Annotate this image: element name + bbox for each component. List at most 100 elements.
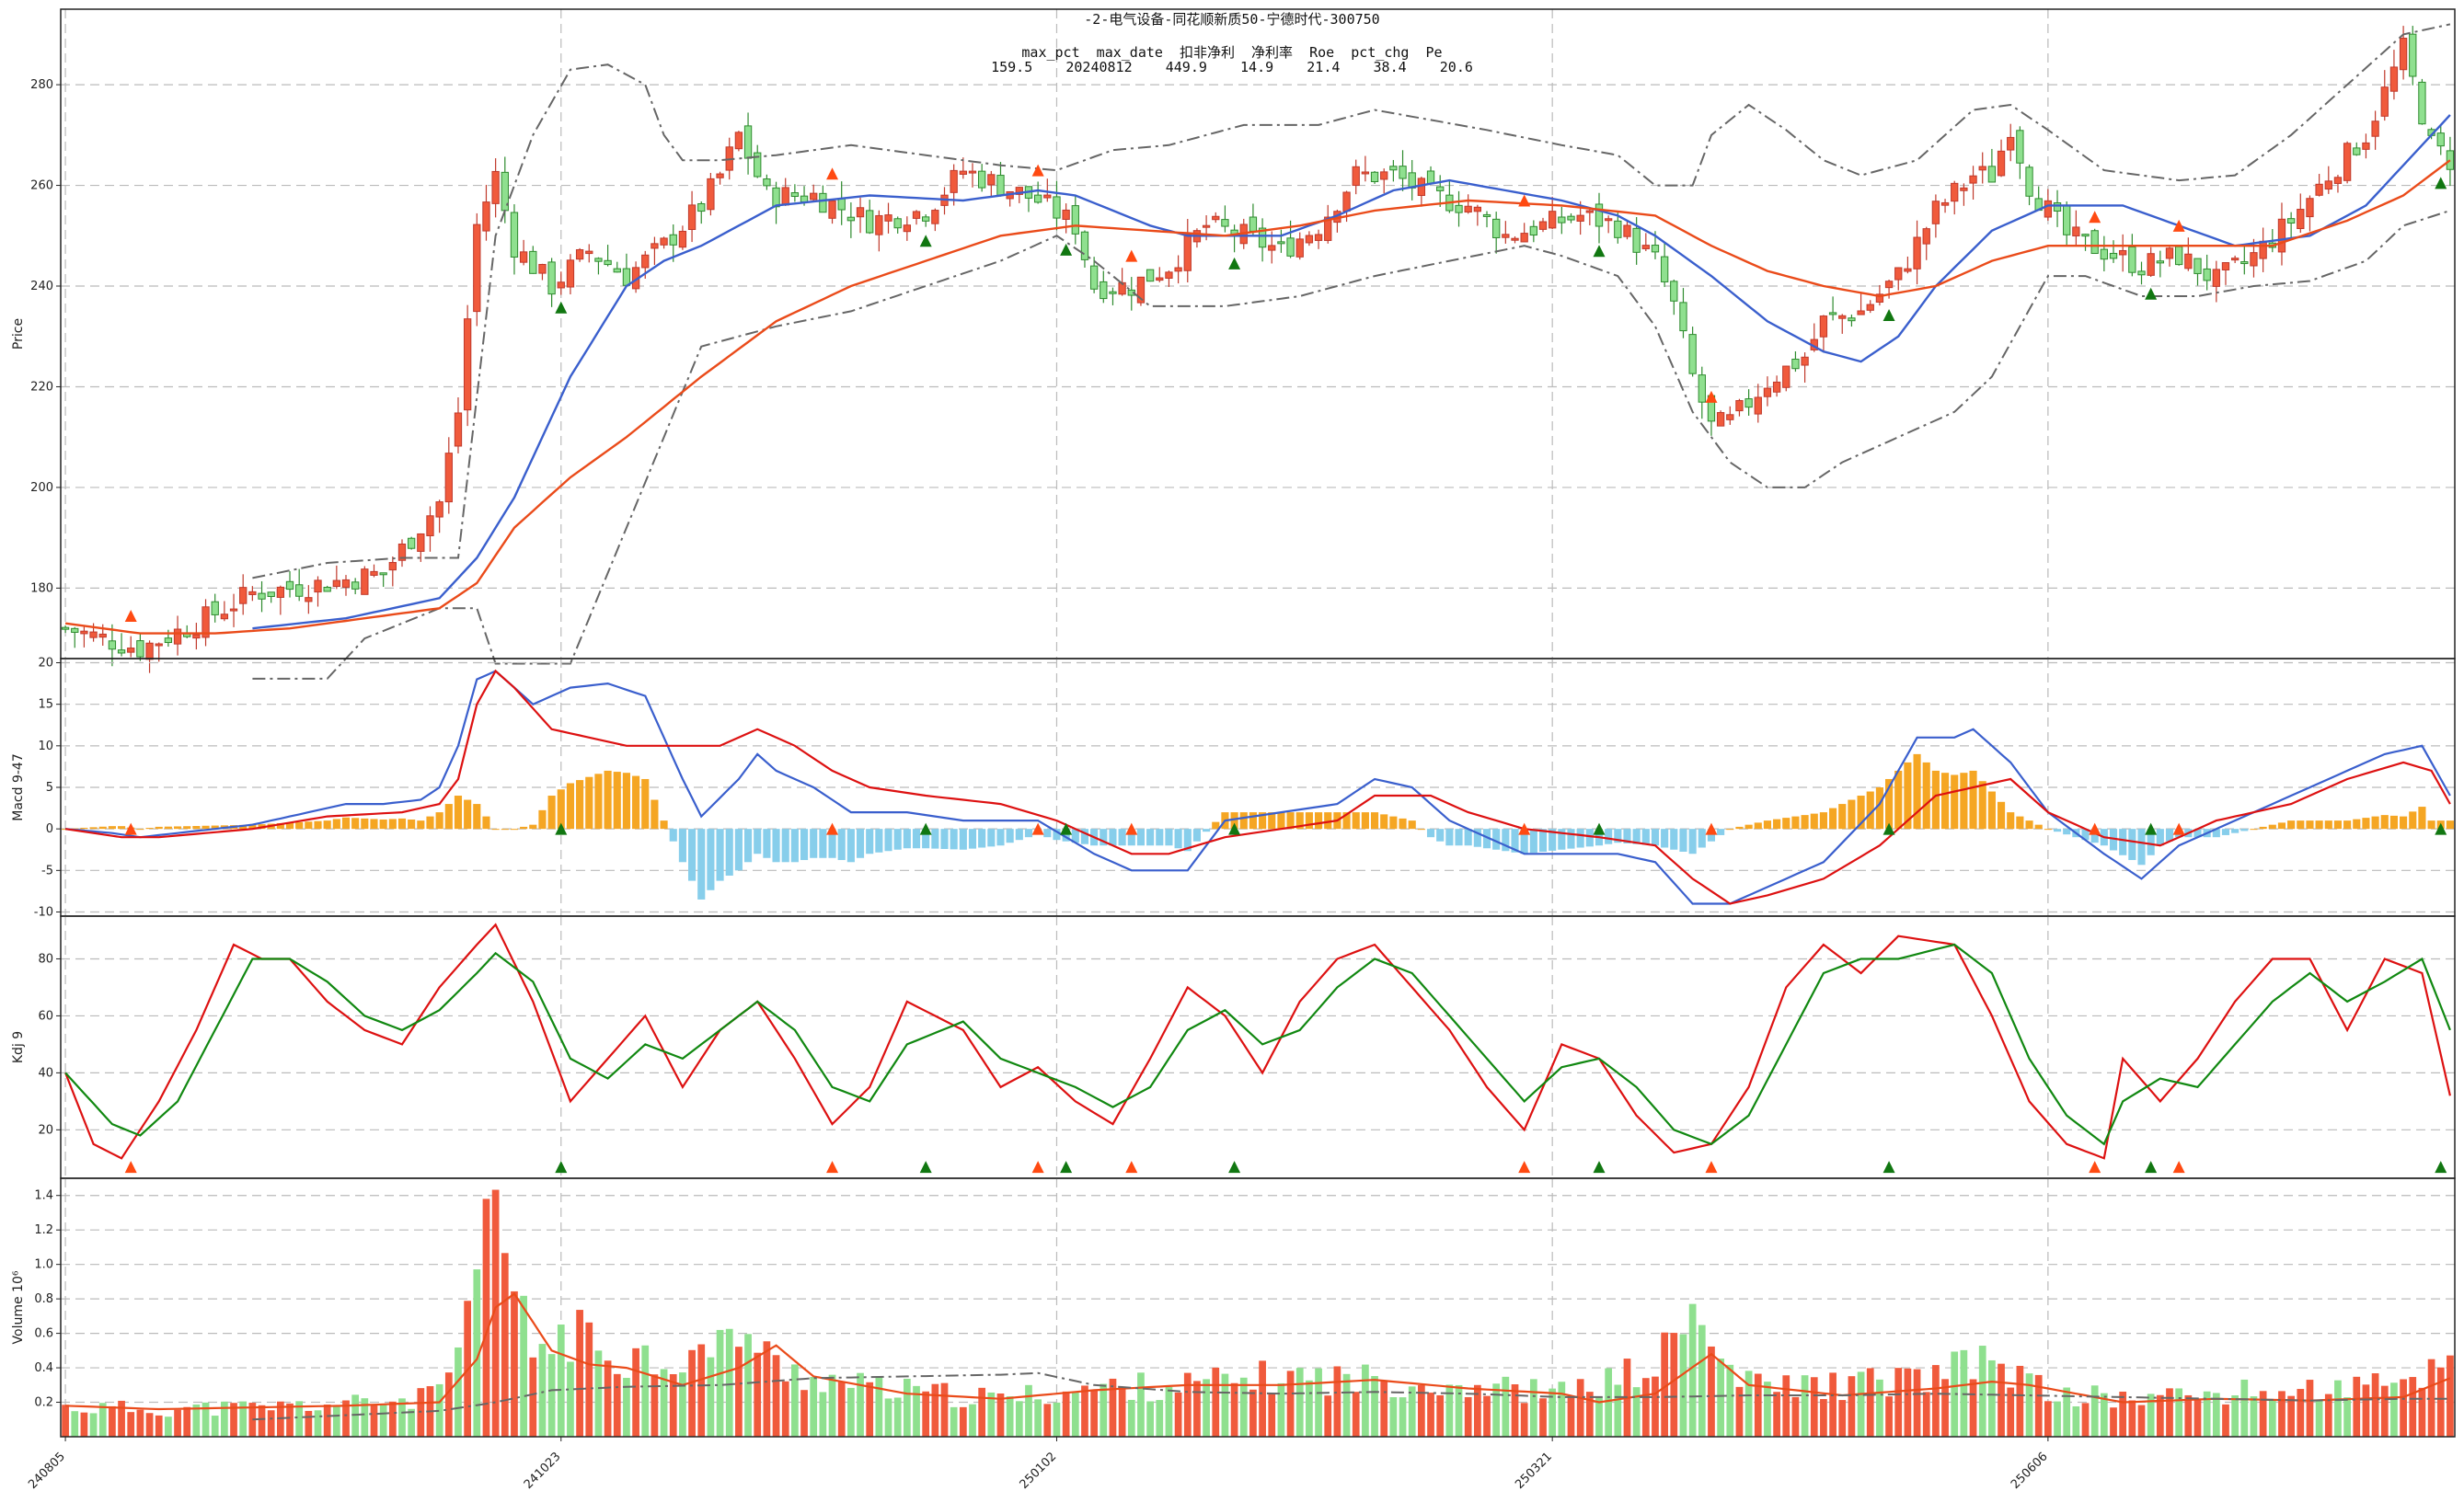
volume-bar [2447,1355,2454,1437]
volume-bar [791,1364,799,1437]
macd-hist-bar [1492,829,1501,850]
volume-bar [2240,1379,2249,1437]
price-tick-label: 220 [30,380,53,394]
volume-bar [305,1410,313,1437]
macd-hist-bar [211,825,219,830]
macd-hist-bar [632,775,640,830]
candle-body [538,263,547,274]
candle-body [370,570,378,576]
macd-hist-bar [1567,829,1575,849]
volume-bar [1866,1368,1874,1437]
kdj-buy-marker [1518,1161,1531,1174]
macd-hist-bar [931,829,939,849]
volume-bar [1418,1384,1425,1437]
volume-bar [155,1415,163,1437]
volume-bar [857,1372,864,1437]
volume-bar [1978,1346,1986,1437]
macd-hist-bar [1549,829,1557,851]
macd-hist-bar [613,772,621,830]
candle-body [1314,234,1323,241]
candle-body [1473,206,1482,212]
volume-bar [2203,1391,2211,1437]
volume-bar [1100,1383,1108,1437]
volume-bar [2034,1374,2043,1437]
volume-bar [1932,1365,1940,1437]
volume-bar [1848,1376,1856,1437]
volume-bar [1801,1375,1809,1437]
candle-body [754,152,762,178]
volume-bar [1277,1382,1285,1437]
volume-bar [408,1408,416,1437]
candle-body [1679,302,1687,332]
macd-hist-bar [1641,829,1650,845]
volume-bar [2353,1376,2361,1437]
kdj-tick-label: 40 [38,1066,53,1080]
volume-bar [1998,1363,2005,1437]
macd-buy-marker [2089,822,2101,835]
candle-body [2221,262,2230,271]
volume-bar [1913,1369,1921,1437]
candle-body [397,543,407,561]
candle-body [1632,227,1641,253]
candle-body [1109,291,1117,294]
volume-bar [1053,1402,1061,1437]
macd-hist-bar [1931,770,1940,830]
macd-hist-bar [155,826,163,830]
candle-body [1567,215,1575,221]
macd-hist-bar [678,829,686,863]
volume-bar [2400,1379,2407,1437]
macd-hist-bar [763,829,771,858]
candle-body [968,170,977,174]
candle-body [585,250,593,255]
candle-body [594,258,603,262]
kdj-tick-label: 60 [38,1009,53,1023]
candle-body [2362,142,2370,150]
candle-body [463,318,472,411]
macd-buy-marker [124,822,137,835]
macd-hist-bar [1782,818,1790,830]
macd-hist-bar [314,820,322,830]
macd-hist-bar [1940,773,1950,830]
candle-body [127,648,135,653]
macd-hist-bar [1960,773,1968,830]
macd-hist-bar [2306,820,2314,830]
volume-bar [1941,1379,1949,1437]
volume-bar [1230,1382,1238,1437]
volume-bar [763,1341,771,1437]
candle-body [1455,204,1463,213]
macd-hist-bar [940,829,949,849]
candle-body [687,204,697,231]
volume-bar [314,1410,322,1437]
candle-body [2128,246,2136,273]
volume-bar [781,1381,789,1437]
volume-bar [1492,1383,1501,1437]
volume-bar [2175,1388,2183,1437]
candle-body [743,125,753,159]
candle-body [2063,205,2071,235]
macd-hist-bar [651,799,659,830]
macd-hist-bar [2409,811,2417,830]
macd-hist-bar [1810,813,1818,830]
volume-bar [2306,1380,2314,1437]
volume-bar [1455,1384,1463,1437]
price-panel-frame [60,8,2456,659]
macd-hist-bar [800,829,809,861]
macd-hist-bar [1529,829,1537,854]
volume-bar [669,1374,677,1437]
volume-bar [1286,1371,1295,1437]
candle-body [669,234,677,246]
macd-hist-bar [557,789,565,830]
candle-body [2044,200,2053,218]
price-sell-marker [919,235,932,247]
macd-hist-bar [1062,829,1070,842]
macd-hist-bar [2371,816,2379,830]
volume-bar [267,1410,275,1437]
volume-bar [1427,1393,1434,1437]
volume-bar [2007,1387,2015,1437]
candle-body [1399,166,1407,179]
ma-fast-line [252,114,2451,630]
macd-hist-bar [1146,829,1155,846]
volume-bar [2137,1405,2146,1437]
macd-hist-bar [1717,829,1725,835]
